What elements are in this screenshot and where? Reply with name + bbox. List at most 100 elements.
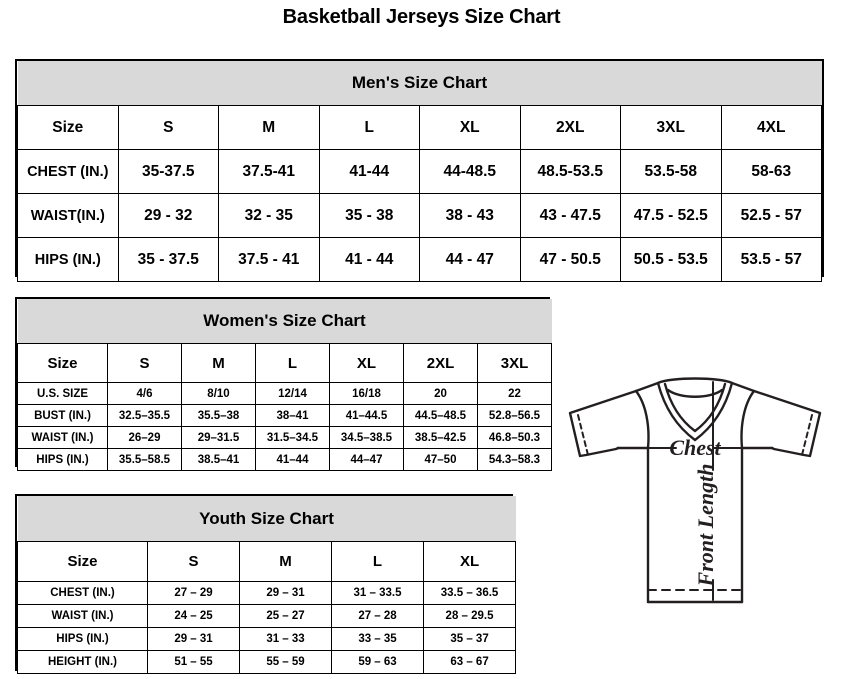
womens-bust-3xl: 52.8–56.5 [476, 404, 553, 427]
mens-hips-l: 41 - 44 [318, 237, 420, 282]
table-row: HIPS (IN.) 35 - 37.5 37.5 - 41 41 - 44 4… [17, 237, 822, 282]
youth-height-xl: 63 – 67 [422, 650, 517, 674]
youth-size-chart: Youth Size Chart Size S M L XL CHEST (IN… [15, 494, 517, 674]
right-armhole [740, 389, 774, 450]
youth-hips-xl: 35 – 37 [422, 627, 517, 651]
mens-header-xl: XL [419, 105, 521, 150]
mens-hips-4xl: 53.5 - 57 [720, 237, 822, 282]
youth-hips-l: 33 – 35 [331, 627, 424, 651]
front-length-measure-label: Front Length [693, 464, 718, 588]
womens-row-label-hips: HIPS (IN.) [17, 448, 108, 471]
womens-row-label-waist: WAIST (IN.) [17, 426, 108, 449]
mens-chest-s: 35-37.5 [117, 149, 219, 194]
mens-chest-l: 41-44 [318, 149, 420, 194]
mens-hips-xl: 44 - 47 [419, 237, 521, 282]
mens-hips-3xl: 50.5 - 53.5 [620, 237, 722, 282]
youth-row-label-hips: HIPS (IN.) [17, 627, 148, 651]
mens-header-s: S [117, 105, 219, 150]
womens-bust-xl: 41–44.5 [329, 404, 404, 427]
youth-waist-l: 27 – 28 [331, 604, 424, 628]
womens-hips-l: 41–44 [255, 448, 330, 471]
youth-band-title: Youth Size Chart [17, 496, 516, 542]
youth-waist-s: 24 – 25 [147, 604, 240, 628]
mens-row-label-waist: WAIST(IN.) [17, 193, 119, 238]
youth-chest-l: 31 – 33.5 [331, 581, 424, 605]
womens-header-2xl: 2XL [403, 343, 478, 383]
womens-waist-2xl: 38.5–42.5 [403, 426, 478, 449]
youth-header-l: L [331, 541, 424, 582]
mens-waist-m: 32 - 35 [218, 193, 320, 238]
mens-waist-3xl: 47.5 - 52.5 [620, 193, 722, 238]
womens-us-size-m: 8/10 [181, 382, 256, 405]
youth-header-m: M [239, 541, 332, 582]
womens-hips-2xl: 47–50 [403, 448, 478, 471]
womens-band-title: Women's Size Chart [17, 299, 552, 344]
mens-header-size: Size [17, 105, 119, 150]
left-armhole [616, 389, 650, 450]
mens-waist-xl: 38 - 43 [419, 193, 521, 238]
table-row: BUST (IN.) 32.5–35.5 35.5–38 38–41 41–44… [17, 404, 553, 427]
jersey-measurement-diagram: Chest Front Length [548, 352, 843, 652]
mens-hips-m: 37.5 - 41 [218, 237, 320, 282]
womens-header-3xl: 3XL [476, 343, 553, 383]
womens-header-xl: XL [329, 343, 404, 383]
vneck-collar-outer [656, 381, 734, 442]
mens-waist-4xl: 52.5 - 57 [720, 193, 822, 238]
youth-chest-m: 29 – 31 [239, 581, 332, 605]
mens-chest-4xl: 58-63 [720, 149, 822, 194]
collar-inner-arc [666, 388, 724, 398]
youth-band-row: Youth Size Chart [17, 496, 516, 542]
womens-header-m: M [181, 343, 256, 383]
womens-waist-xl: 34.5–38.5 [329, 426, 404, 449]
right-sleeve-outline [752, 389, 822, 458]
table-row: WAIST (IN.) 24 – 25 25 – 27 27 – 28 28 –… [17, 604, 517, 628]
womens-bust-2xl: 44.5–48.5 [403, 404, 478, 427]
page-title: Basketball Jerseys Size Chart [282, 6, 561, 28]
table-row: HIPS (IN.) 35.5–58.5 38.5–41 41–44 44–47… [17, 448, 553, 471]
womens-hips-xl: 44–47 [329, 448, 404, 471]
mens-header-4xl: 4XL [720, 105, 822, 150]
table-row: CHEST (IN.) 35-37.5 37.5-41 41-44 44-48.… [17, 149, 822, 194]
womens-size-chart: Women's Size Chart Size S M L XL 2XL 3XL… [15, 297, 553, 471]
womens-row-label-us-size: U.S. SIZE [17, 382, 108, 405]
womens-header-l: L [255, 343, 330, 383]
youth-header-row: Size S M L XL [17, 541, 517, 582]
youth-header-size: Size [17, 541, 148, 582]
mens-row-label-hips: HIPS (IN.) [17, 237, 119, 282]
mens-header-l: L [318, 105, 420, 150]
youth-row-label-height: HEIGHT (IN.) [17, 650, 148, 674]
womens-waist-l: 31.5–34.5 [255, 426, 330, 449]
vneck-collar-rib [663, 382, 727, 433]
womens-hips-s: 35.5–58.5 [107, 448, 182, 471]
mens-band-row: Men's Size Chart [17, 61, 822, 106]
table-row: HEIGHT (IN.) 51 – 55 55 – 59 59 – 63 63 … [17, 650, 517, 674]
mens-chest-3xl: 53.5-58 [620, 149, 722, 194]
left-cuff-stitch [577, 414, 589, 456]
youth-chest-xl: 33.5 – 36.5 [422, 581, 517, 605]
youth-height-l: 59 – 63 [331, 650, 424, 674]
youth-height-s: 51 – 55 [147, 650, 240, 674]
womens-waist-s: 26–29 [107, 426, 182, 449]
womens-us-size-2xl: 20 [403, 382, 478, 405]
womens-hips-m: 38.5–41 [181, 448, 256, 471]
mens-chest-m: 37.5-41 [218, 149, 320, 194]
womens-hips-3xl: 54.3–58.3 [476, 448, 553, 471]
mens-hips-2xl: 47 - 50.5 [519, 237, 621, 282]
youth-hips-m: 31 – 33 [239, 627, 332, 651]
table-row: WAIST(IN.) 29 - 32 32 - 35 35 - 38 38 - … [17, 193, 822, 238]
table-row: WAIST (IN.) 26–29 29–31.5 31.5–34.5 34.5… [17, 426, 553, 449]
womens-bust-s: 32.5–35.5 [107, 404, 182, 427]
mens-header-m: M [218, 105, 320, 150]
mens-header-3xl: 3XL [620, 105, 722, 150]
left-sleeve-outline [568, 389, 638, 458]
womens-us-size-xl: 16/18 [329, 382, 404, 405]
womens-header-row: Size S M L XL 2XL 3XL [17, 343, 553, 383]
mens-band-title: Men's Size Chart [17, 61, 822, 106]
mens-hips-s: 35 - 37.5 [117, 237, 219, 282]
youth-hips-s: 29 – 31 [147, 627, 240, 651]
womens-header-s: S [107, 343, 182, 383]
mens-waist-2xl: 43 - 47.5 [519, 193, 621, 238]
mens-chest-2xl: 48.5-53.5 [519, 149, 621, 194]
mens-chest-xl: 44-48.5 [419, 149, 521, 194]
right-shoulder-seam [730, 381, 756, 393]
